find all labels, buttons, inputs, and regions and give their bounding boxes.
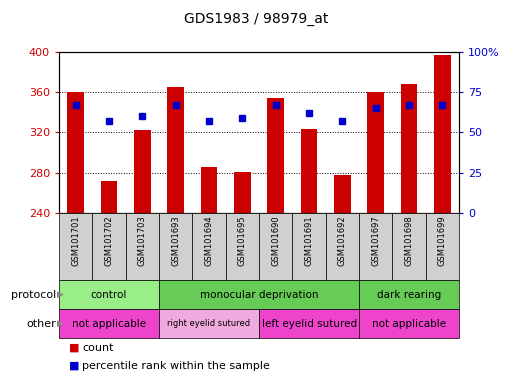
Bar — [159, 213, 192, 280]
Text: count: count — [82, 343, 113, 353]
Bar — [426, 213, 459, 280]
Bar — [67, 92, 84, 213]
Bar — [326, 213, 359, 280]
Bar — [292, 213, 326, 280]
Bar — [367, 92, 384, 213]
Bar — [434, 55, 451, 213]
Text: control: control — [91, 290, 127, 300]
Bar — [234, 172, 251, 213]
Bar — [59, 309, 159, 338]
Bar — [401, 84, 418, 213]
Text: ▶: ▶ — [57, 290, 64, 299]
Bar — [134, 131, 151, 213]
Bar — [192, 213, 226, 280]
Bar — [59, 280, 159, 309]
Text: other: other — [27, 318, 56, 329]
Bar — [167, 87, 184, 213]
Bar — [359, 280, 459, 309]
Bar — [159, 280, 359, 309]
Text: GSM101697: GSM101697 — [371, 215, 380, 266]
Text: GSM101691: GSM101691 — [305, 215, 313, 266]
Bar — [267, 98, 284, 213]
Bar — [259, 213, 292, 280]
Text: right eyelid sutured: right eyelid sutured — [167, 319, 251, 328]
Bar — [301, 129, 318, 213]
Text: GSM101698: GSM101698 — [405, 215, 413, 266]
Text: GSM101701: GSM101701 — [71, 215, 80, 266]
Bar — [59, 213, 92, 280]
Text: GSM101695: GSM101695 — [238, 215, 247, 266]
Bar — [359, 309, 459, 338]
Text: protocol: protocol — [11, 290, 56, 300]
Text: ■: ■ — [69, 361, 80, 371]
Bar — [226, 213, 259, 280]
Text: GSM101694: GSM101694 — [205, 215, 213, 266]
Text: GSM101692: GSM101692 — [338, 215, 347, 266]
Bar — [359, 213, 392, 280]
Bar — [334, 175, 351, 213]
Text: GSM101702: GSM101702 — [105, 215, 113, 266]
Text: not applicable: not applicable — [72, 318, 146, 329]
Text: dark rearing: dark rearing — [377, 290, 441, 300]
Bar — [101, 181, 117, 213]
Text: GSM101690: GSM101690 — [271, 215, 280, 266]
Text: percentile rank within the sample: percentile rank within the sample — [82, 361, 270, 371]
Text: ▶: ▶ — [57, 319, 64, 328]
Text: GDS1983 / 98979_at: GDS1983 / 98979_at — [184, 12, 329, 25]
Bar — [392, 213, 426, 280]
Bar — [92, 213, 126, 280]
Text: not applicable: not applicable — [372, 318, 446, 329]
Bar — [159, 309, 259, 338]
Text: GSM101703: GSM101703 — [138, 215, 147, 266]
Bar — [259, 309, 359, 338]
Text: left eyelid sutured: left eyelid sutured — [262, 318, 357, 329]
Text: GSM101693: GSM101693 — [171, 215, 180, 266]
Bar — [201, 167, 218, 213]
Text: monocular deprivation: monocular deprivation — [200, 290, 318, 300]
Bar — [126, 213, 159, 280]
Text: ■: ■ — [69, 343, 80, 353]
Text: GSM101699: GSM101699 — [438, 215, 447, 266]
